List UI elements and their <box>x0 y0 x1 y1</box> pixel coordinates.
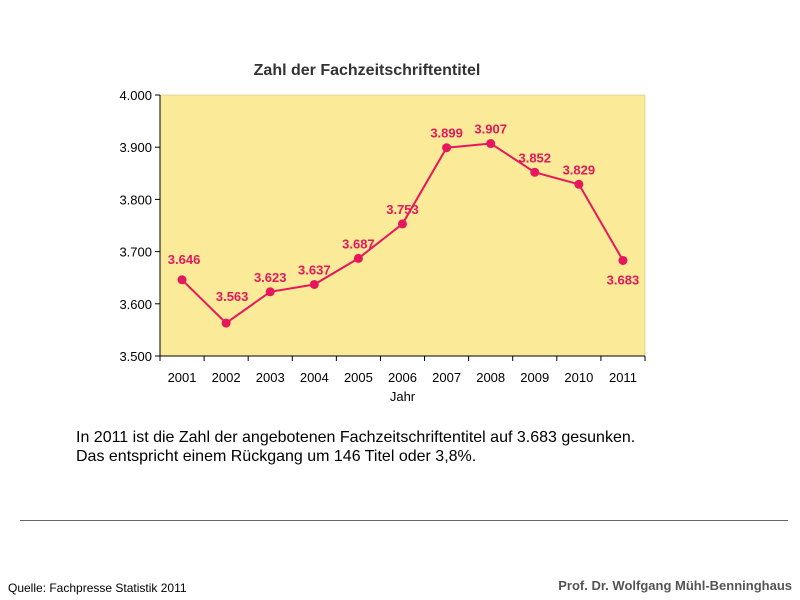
y-axis: 3.500 3.600 3.700 3.800 3.900 4.000 <box>119 88 161 364</box>
data-point-2008 <box>486 139 496 149</box>
x-axis-title: Jahr <box>390 389 416 404</box>
x-tick-label: 2011 <box>609 370 637 385</box>
caption-line-1: In 2011 ist die Zahl der angebotenen Fac… <box>76 429 636 446</box>
source-note: Quelle: Fachpresse Statistik 2011 <box>8 581 187 595</box>
x-tick-label: 2008 <box>476 370 505 385</box>
data-point-2011 <box>618 255 628 265</box>
y-tick-label: 3.500 <box>119 349 152 364</box>
data-labels: 3.646 3.563 3.623 3.637 3.687 3.753 3.899 3.907… <box>168 122 639 305</box>
data-label-2003: 3.623 <box>254 270 287 285</box>
data-point-2004 <box>309 279 319 289</box>
author-name: Prof. Dr. Wolfgang Mühl-Benninghaus <box>558 578 792 593</box>
y-tick-label: 3.800 <box>119 192 152 207</box>
caption-line-2: Das entspricht einem Rückgang um 146 Tit… <box>76 448 477 465</box>
x-tick-label: 2002 <box>212 370 241 385</box>
data-label-2006: 3.753 <box>386 202 419 217</box>
data-points <box>177 139 628 328</box>
chart-caption: In 2011 ist die Zahl der angebotenen Fac… <box>76 428 756 466</box>
x-tick-label: 2003 <box>256 370 285 385</box>
data-label-2011: 3.683 <box>607 272 640 287</box>
data-label-2010: 3.829 <box>563 162 596 177</box>
data-label-2008: 3.907 <box>474 122 507 137</box>
x-tick-label: 2007 <box>432 370 461 385</box>
data-point-2003 <box>265 287 275 297</box>
footer-divider <box>20 520 788 521</box>
data-point-2010 <box>574 179 584 189</box>
data-point-2001 <box>177 275 187 285</box>
x-axis: 2001 2002 2003 2004 2005 2006 2007 2008 2009 2010… <box>159 355 646 385</box>
data-label-2004: 3.637 <box>298 262 331 277</box>
line-chart: Zahl der Fachzeitschriftentitel 3.500 3.6… <box>119 62 646 404</box>
y-tick-label: 3.900 <box>119 140 152 155</box>
data-label-2002: 3.563 <box>216 289 249 304</box>
data-label-2001: 3.646 <box>168 252 201 267</box>
y-tick-label: 4.000 <box>119 88 152 103</box>
x-tick-label: 2009 <box>520 370 549 385</box>
x-tick-label: 2010 <box>564 370 593 385</box>
data-point-2002 <box>221 318 231 328</box>
y-tick-label: 3.600 <box>119 297 152 312</box>
data-label-2007: 3.899 <box>430 126 463 141</box>
y-tick-label: 3.700 <box>119 245 152 260</box>
data-point-2006 <box>398 219 407 229</box>
x-tick-label: 2006 <box>388 370 417 385</box>
x-tick-label: 2005 <box>344 370 373 385</box>
data-point-2005 <box>353 253 363 263</box>
chart-title: Zahl der Fachzeitschriftentitel <box>254 62 481 79</box>
x-tick-label: 2004 <box>300 370 329 385</box>
data-point-2009 <box>530 167 540 177</box>
x-tick-label: 2001 <box>168 370 197 385</box>
data-point-2007 <box>442 143 452 153</box>
data-label-2005: 3.687 <box>342 236 375 251</box>
data-label-2009: 3.852 <box>518 150 551 165</box>
